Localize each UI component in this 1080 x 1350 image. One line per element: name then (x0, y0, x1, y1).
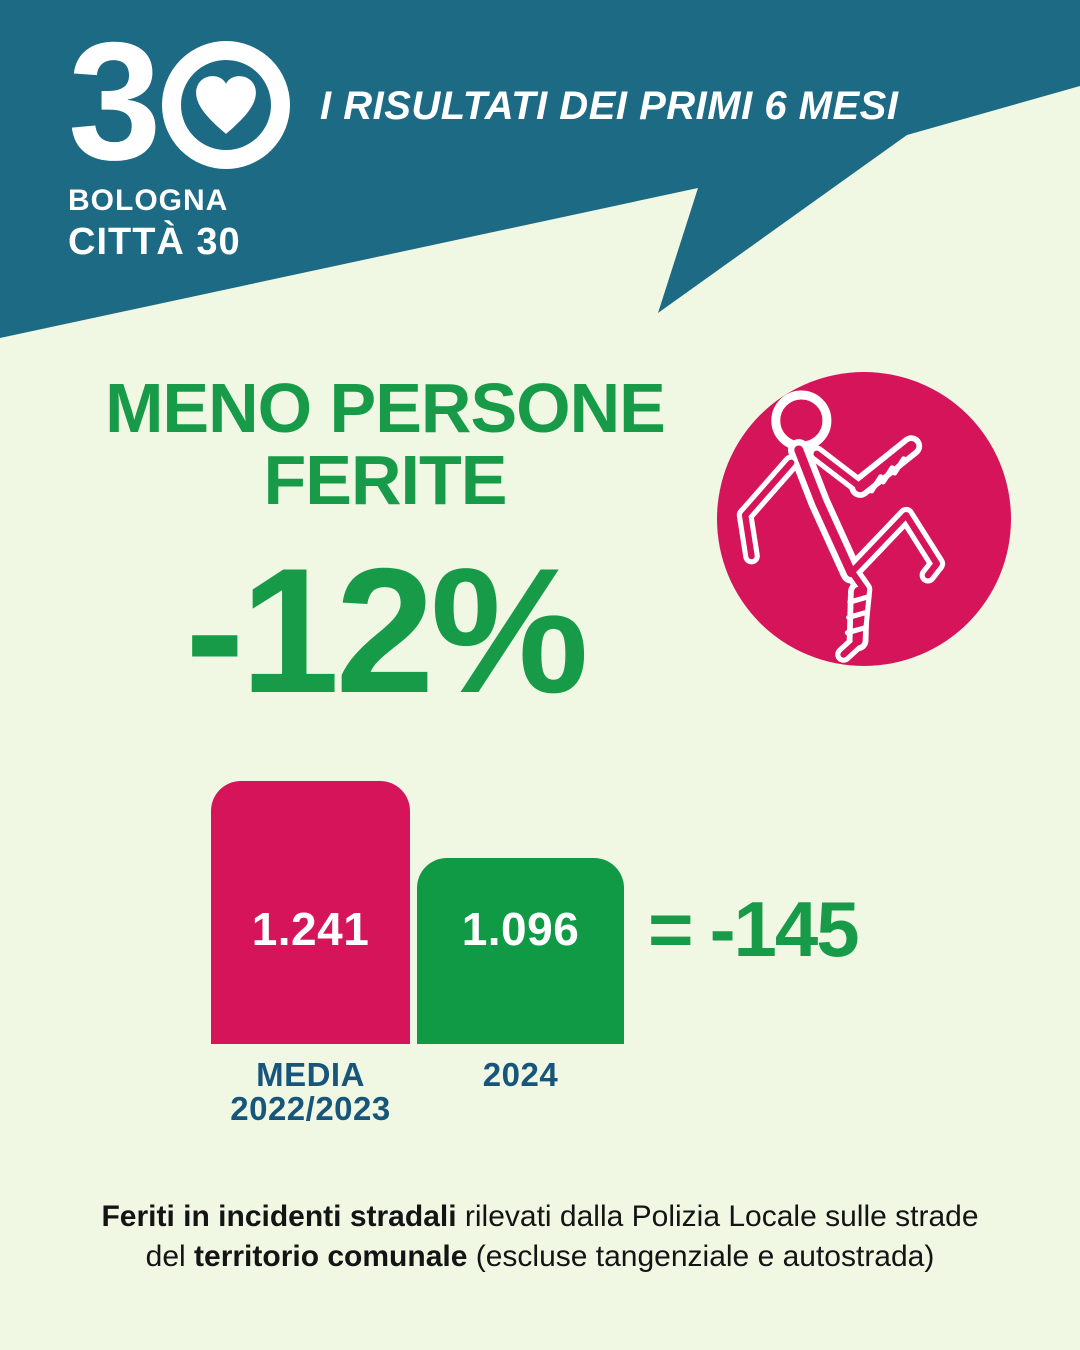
bar-media-2022-2023 (211, 781, 410, 1044)
equals-sign: = (648, 885, 694, 973)
injured-pedestrian-icon (717, 372, 1011, 666)
delta-value: -145 (709, 885, 860, 973)
axis-label-media-line1: MEDIA (256, 1056, 365, 1093)
percent-change: -12% (185, 531, 589, 730)
logo-digit-3: 3 (68, 7, 161, 195)
header-tagline: I RISULTATI DEI PRIMI 6 MESI (320, 84, 899, 128)
citta30-logo: 3 BOLOGNA CITTÀ 30 (68, 17, 291, 264)
footnote-bold-1: Feriti in incidenti stradali (101, 1200, 457, 1233)
bar-2024 (417, 858, 624, 1044)
footnote-line-1: Feriti in incidenti stradali rilevati da… (0, 1197, 1080, 1237)
bar-value-media: 1.241 (251, 903, 370, 955)
footnote-bold-2: territorio comunale (194, 1240, 468, 1273)
footnote-rest-1: rilevati dalla Polizia Locale sulle stra… (456, 1200, 979, 1233)
axis-label-media-line2: 2022/2023 (230, 1090, 391, 1127)
logo-text-citta30: CITTÀ 30 (68, 221, 241, 263)
headline-line-2: FERITE (263, 441, 508, 519)
footnote: Feriti in incidenti stradali rilevati da… (0, 1197, 1080, 1277)
injured-pedestrian-figure (736, 390, 946, 663)
heart-icon (196, 76, 257, 134)
bar-value-2024: 1.096 (461, 903, 580, 955)
logo-30-mark: 3 (68, 17, 291, 185)
footnote-rest-2: (escluse tangenziale e autostrada) (467, 1240, 935, 1273)
logo-zero-ring (162, 41, 291, 169)
footnote-pre-2: del (145, 1240, 195, 1273)
footnote-line-2: del territorio comunale (escluse tangenz… (0, 1237, 1080, 1277)
axis-label-media: MEDIA 2022/2023 (191, 1058, 430, 1126)
headline: MENO PERSONE FERITE -12% (30, 372, 740, 720)
headline-line-1: MENO PERSONE (105, 369, 666, 447)
delta-result: = -145 (648, 884, 860, 975)
axis-label-2024: 2024 (482, 1056, 559, 1093)
logo-text-bologna: BOLOGNA (68, 184, 229, 217)
